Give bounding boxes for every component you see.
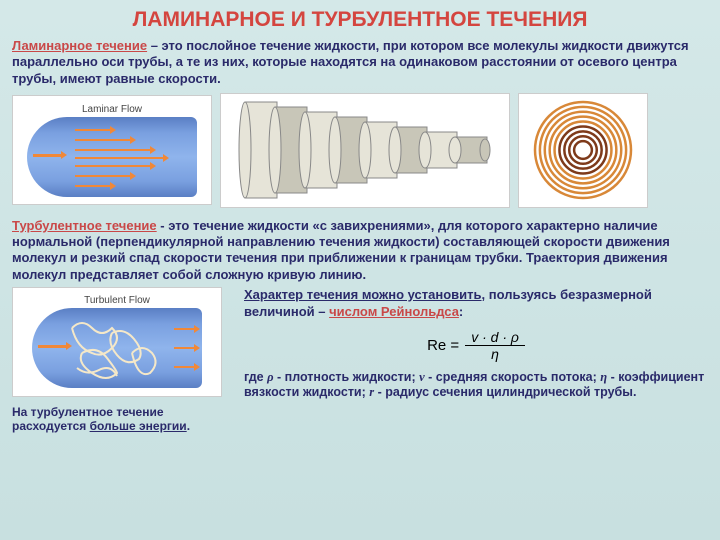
- laminar-term: Ламинарное течение: [12, 38, 147, 53]
- footnote-dot: .: [187, 419, 190, 433]
- laminar-flow-label: Laminar Flow: [82, 104, 142, 115]
- v-def: - средняя скорость потока;: [425, 370, 601, 384]
- laminar-arrow-icon: [75, 165, 150, 167]
- turbulent-left-col: Turbulent Flow На турбулентное течение р…: [12, 287, 232, 434]
- laminar-definition: Ламинарное течение – это послойное течен…: [12, 38, 708, 87]
- reynolds-formula: Re = v · d · ρ η: [244, 329, 708, 362]
- turb-out-arrow-2-icon: [174, 347, 194, 349]
- formula-numerator: v · d · ρ: [465, 329, 525, 346]
- formula-denominator: η: [485, 346, 505, 362]
- concentric-rings-diagram: [518, 93, 648, 208]
- laminar-arrow-icon: [75, 175, 130, 177]
- laminar-arrow-icon: [75, 185, 110, 187]
- formula-fraction: v · d · ρ η: [465, 329, 525, 362]
- footnote-underline: больше энергии: [90, 419, 187, 433]
- reynolds-term: числом Рейнольдса: [329, 304, 459, 319]
- rho-def: - плотность жидкости;: [274, 370, 420, 384]
- turbulent-pipe: [32, 308, 202, 388]
- r-def: - радиус сечения цилиндрической трубы.: [374, 385, 636, 399]
- laminar-arrow-icon: [75, 157, 163, 159]
- circles-svg: [523, 98, 643, 203]
- char-colon: :: [459, 304, 463, 319]
- turbulent-row: Turbulent Flow На турбулентное течение р…: [12, 287, 708, 434]
- inlet-arrow-icon: [33, 154, 61, 157]
- char-underline: Характер течения можно установить: [244, 287, 482, 302]
- turbulent-definition: Турбулентное течение - это течение жидко…: [12, 218, 708, 283]
- page-title: ЛАМИНАРНОЕ И ТУРБУЛЕНТНОЕ ТЕЧЕНИЯ: [12, 8, 708, 32]
- reynolds-column: Характер течения можно установить, польз…: [244, 287, 708, 401]
- laminar-arrow-icon: [75, 129, 110, 131]
- laminar-flow-diagram: Laminar Flow: [12, 95, 212, 205]
- character-text: Характер течения можно установить, польз…: [244, 287, 708, 321]
- turbulent-term: Турбулентное течение: [12, 218, 157, 233]
- formula-lhs: Re =: [427, 337, 459, 354]
- laminar-diagrams-row: Laminar Flow: [12, 93, 708, 208]
- turb-out-arrow-1-icon: [174, 328, 194, 330]
- turbulent-flow-diagram: Turbulent Flow: [12, 287, 222, 397]
- turb-out-arrow-3-icon: [174, 366, 194, 368]
- energy-footnote: На турбулентное течение расходуется боль…: [12, 405, 232, 434]
- telescope-svg: [225, 98, 505, 203]
- turbulent-flow-label: Turbulent Flow: [84, 295, 150, 306]
- velocity-profile-diagram: [220, 93, 510, 208]
- where-definitions: где ρ - плотность жидкости; v - средняя …: [244, 370, 708, 401]
- laminar-arrow-icon: [75, 149, 150, 151]
- laminar-pipe: [27, 117, 197, 197]
- laminar-arrow-icon: [75, 139, 130, 141]
- where-prefix: где: [244, 370, 267, 384]
